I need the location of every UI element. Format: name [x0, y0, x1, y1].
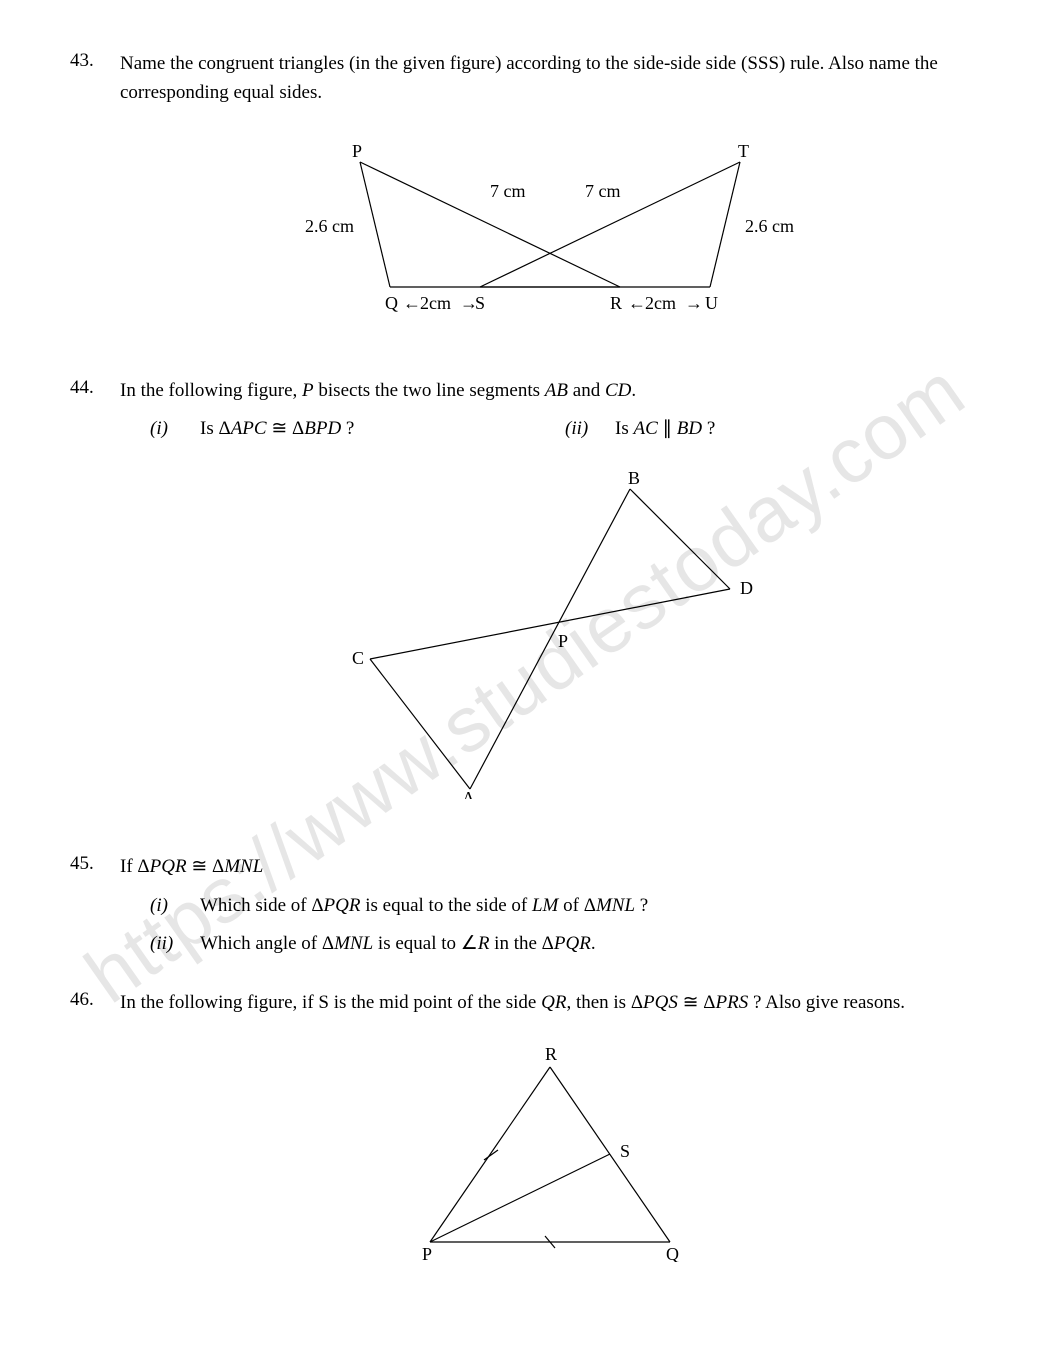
- subpart-text: Is AC ∥ BD ?: [615, 415, 980, 444]
- figure-46: R S P Q: [120, 1042, 980, 1272]
- question-45: 45. If ΔPQR ≅ ΔMNL (i) Which side of ΔPQ…: [70, 853, 980, 969]
- question-46: 46. In the following figure, if S is the…: [70, 989, 980, 1297]
- svg-text:7 cm: 7 cm: [490, 181, 526, 201]
- question-number: 43.: [70, 50, 120, 357]
- subpart-ii: (ii) Which angle of ΔMNL is equal to ∠R …: [150, 930, 980, 959]
- subpart-text: Which angle of ΔMNL is equal to ∠R in th…: [200, 930, 980, 959]
- svg-text:7 cm: 7 cm: [585, 181, 621, 201]
- question-text: In the following figure, if S is the mid…: [120, 992, 905, 1013]
- question-text: If ΔPQR ≅ ΔMNL: [120, 856, 263, 877]
- svg-text:→: →: [685, 293, 703, 313]
- svg-text:S: S: [620, 1141, 630, 1161]
- svg-text:R: R: [545, 1044, 557, 1064]
- question-number: 46.: [70, 989, 120, 1297]
- svg-text:P: P: [352, 141, 362, 161]
- page-content: 43. Name the congruent triangles (in the…: [70, 50, 980, 1297]
- svg-text:T: T: [738, 141, 749, 161]
- subpart-label: (ii): [150, 930, 200, 959]
- question-text: In the following figure, P bisects the t…: [120, 380, 636, 401]
- svg-text:←: ←: [403, 293, 421, 313]
- question-44: 44. In the following figure, P bisects t…: [70, 377, 980, 834]
- svg-text:2cm: 2cm: [420, 293, 451, 313]
- svg-text:A: A: [462, 788, 475, 799]
- subpart-ii: (ii) Is AC ∥ BD ?: [565, 415, 980, 444]
- subpart-label: (ii): [565, 415, 615, 444]
- question-text: Name the congruent triangles (in the giv…: [120, 53, 938, 103]
- svg-text:P: P: [422, 1244, 432, 1262]
- svg-text:→: →: [460, 293, 478, 313]
- svg-text:Q: Q: [666, 1244, 679, 1262]
- figure-44: B D C A P: [120, 469, 980, 809]
- subparts-row: (i) Is ΔAPC ≅ ΔBPD ? (ii) Is AC ∥ BD ?: [150, 415, 980, 444]
- svg-text:D: D: [740, 578, 753, 598]
- svg-text:2cm: 2cm: [645, 293, 676, 313]
- svg-text:2.6 cm: 2.6 cm: [305, 216, 354, 236]
- question-body: Name the congruent triangles (in the giv…: [120, 50, 980, 357]
- question-43: 43. Name the congruent triangles (in the…: [70, 50, 980, 357]
- subpart-i: (i) Which side of ΔPQR is equal to the s…: [150, 892, 980, 921]
- question-body: If ΔPQR ≅ ΔMNL (i) Which side of ΔPQR is…: [120, 853, 980, 969]
- svg-text:U: U: [705, 293, 718, 313]
- svg-text:C: C: [352, 648, 364, 668]
- question-body: In the following figure, if S is the mid…: [120, 989, 980, 1297]
- svg-text:P: P: [558, 631, 568, 651]
- question-number: 44.: [70, 377, 120, 834]
- subpart-text: Which side of ΔPQR is equal to the side …: [200, 892, 980, 921]
- svg-text:B: B: [628, 469, 640, 488]
- svg-text:R: R: [610, 293, 622, 313]
- svg-text:2.6 cm: 2.6 cm: [745, 216, 794, 236]
- subpart-label: (i): [150, 892, 200, 921]
- question-body: In the following figure, P bisects the t…: [120, 377, 980, 834]
- svg-text:Q: Q: [385, 293, 398, 313]
- subpart-label: (i): [150, 415, 200, 444]
- subpart-text: Is ΔAPC ≅ ΔBPD ?: [200, 415, 565, 444]
- figure-43: P T Q S R U 7 cm 7 cm 2.6 cm 2.6 cm ← 2c…: [120, 132, 980, 332]
- svg-text:←: ←: [628, 293, 646, 313]
- subpart-i: (i) Is ΔAPC ≅ ΔBPD ?: [150, 415, 565, 444]
- question-number: 45.: [70, 853, 120, 969]
